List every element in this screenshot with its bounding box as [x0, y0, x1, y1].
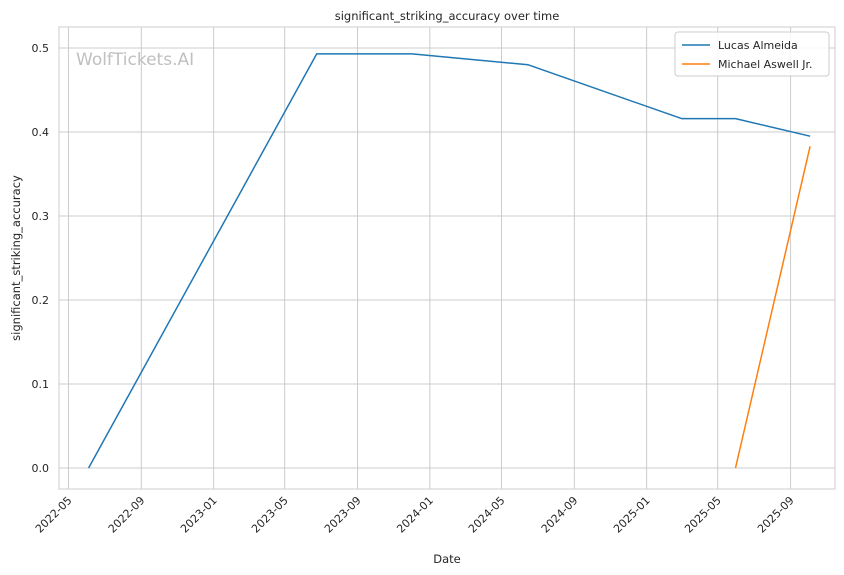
x-tick-label: 2024-01 — [394, 494, 436, 536]
x-axis-title: Date — [433, 552, 461, 566]
x-tick-label: 2024-09 — [539, 494, 581, 536]
chart-title: significant_striking_accuracy over time — [335, 9, 560, 23]
x-tick-label: 2022-05 — [33, 494, 75, 536]
x-tick-label: 2022-09 — [106, 494, 148, 536]
series-line-michael-aswell-jr — [734, 146, 811, 469]
x-tick-label: 2023-05 — [249, 494, 291, 536]
x-tick-label: 2025-09 — [755, 494, 797, 536]
x-tick-label: 2025-05 — [682, 494, 724, 536]
legend: Lucas Almeida Michael Aswell Jr. — [674, 31, 830, 77]
watermark: WolfTickets.AI — [76, 50, 194, 70]
y-tick-label: 0.2 — [32, 294, 50, 307]
legend-box — [674, 31, 830, 77]
y-tick-label: 0.0 — [32, 462, 50, 475]
y-tick-label: 0.4 — [32, 126, 50, 139]
y-axis: 0.0 0.1 0.2 0.3 0.4 0.5 — [32, 42, 50, 475]
x-tick-label: 2023-09 — [322, 494, 364, 536]
legend-label: Lucas Almeida — [718, 39, 798, 52]
grid — [59, 27, 835, 489]
y-tick-label: 0.1 — [32, 378, 50, 391]
x-tick-label: 2023-01 — [178, 494, 220, 536]
x-axis: 2022-05 2022-09 2023-01 2023-05 2023-09 2024-… — [33, 494, 797, 536]
series-layer — [87, 53, 811, 469]
y-tick-label: 0.5 — [32, 42, 50, 55]
legend-label: Michael Aswell Jr. — [718, 58, 813, 71]
series-line-lucas-almeida — [87, 53, 811, 469]
plot-frame — [58, 26, 836, 490]
x-tick-label: 2025-01 — [611, 494, 653, 536]
y-tick-label: 0.3 — [32, 210, 50, 223]
y-axis-title: significant_striking_accuracy — [9, 175, 23, 341]
x-tick-label: 2024-05 — [466, 494, 508, 536]
